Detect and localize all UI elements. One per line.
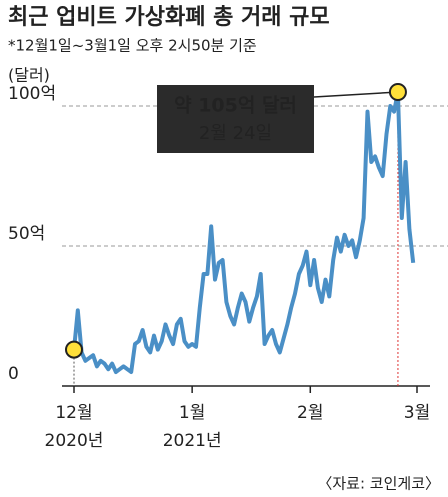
chart-title: 최근 업비트 가상화폐 총 거래 규모 (8, 5, 330, 30)
source: 〈자료: 코인게코〉 (317, 475, 440, 493)
y-tick-label: 0 (8, 364, 19, 384)
x-tick-label: 12월 2020년 (44, 403, 104, 451)
start-marker (65, 340, 83, 359)
y-tick-label: 100억 (8, 84, 56, 104)
peak-marker (388, 83, 407, 101)
callout-line (313, 91, 398, 98)
y-tick-label: 50억 (8, 224, 45, 244)
x-tick-label: 3월 (403, 403, 431, 423)
annotation-box (157, 85, 314, 153)
x-tick-label: 1월 2021년 (162, 403, 222, 451)
chart-subtitle: *12월1일~3월1일 오후 2시50분 기준 (8, 37, 257, 55)
y-unit: (달러) (8, 66, 50, 85)
data-line (72, 90, 416, 374)
annotation-text: 약 105억 달러 (174, 95, 297, 117)
x-tick-label: 2월 (297, 403, 324, 423)
annotation-date: 2월 24일 (199, 123, 272, 144)
